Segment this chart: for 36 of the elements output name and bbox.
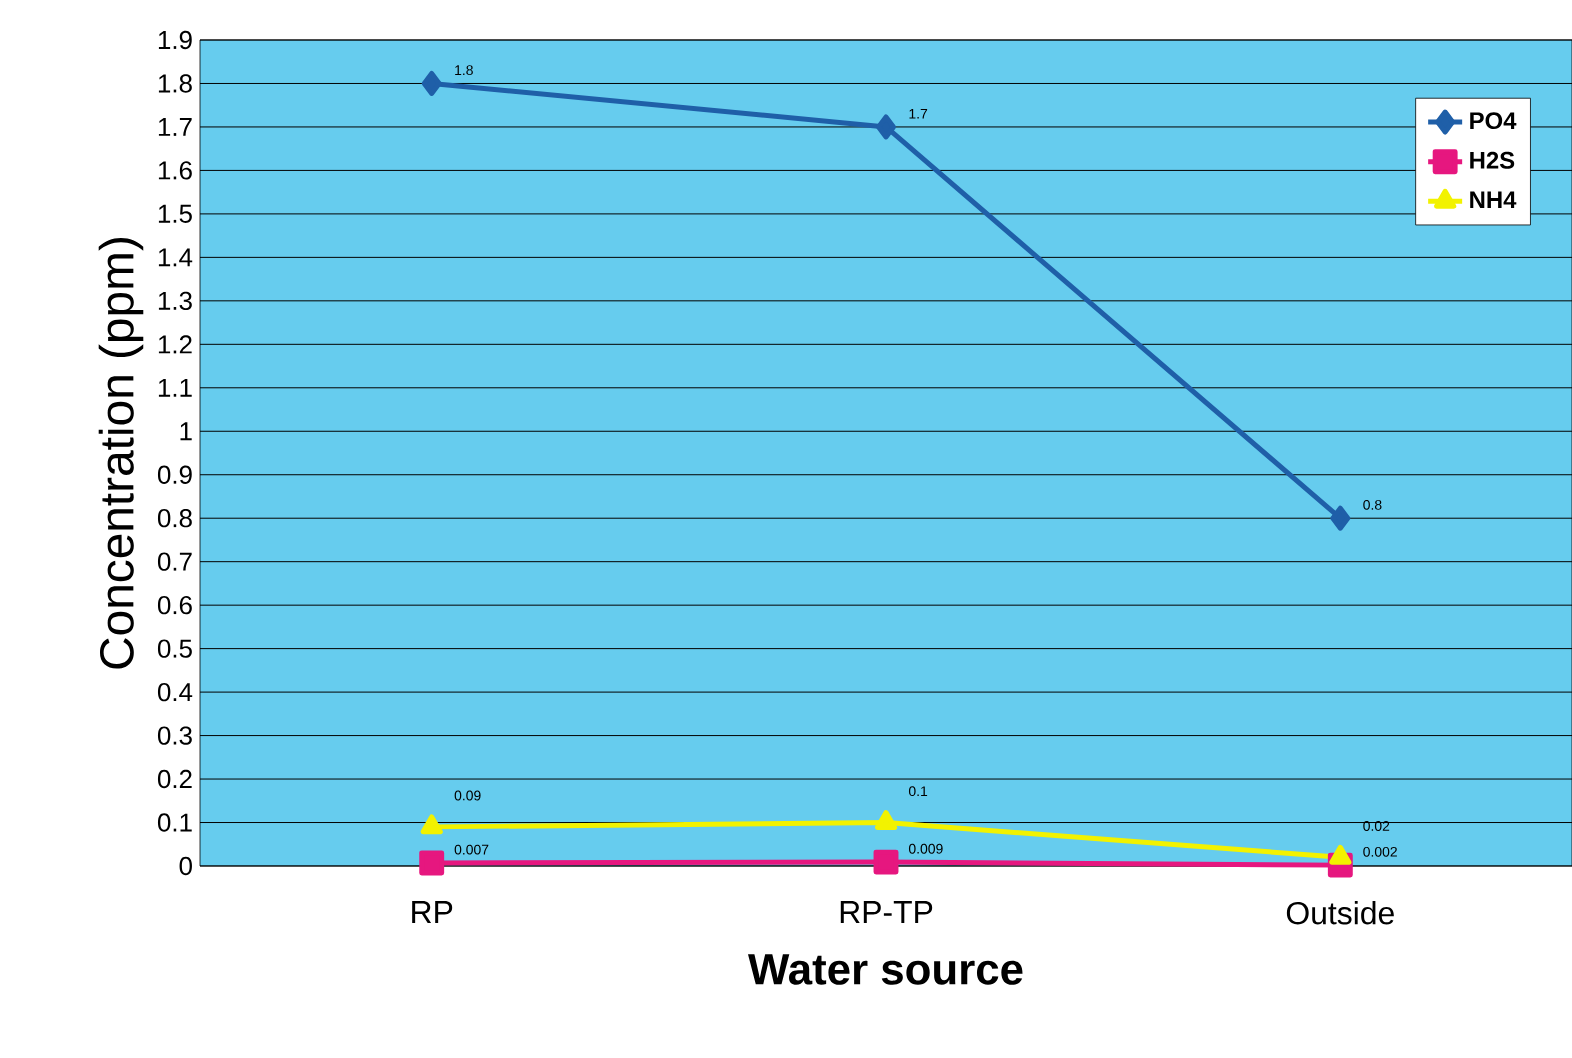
point (876, 114, 896, 140)
legend-label: NH4 (1470, 191, 1517, 208)
legend-label: PO4 (1470, 112, 1517, 130)
x-tick-label: RP (412, 901, 453, 923)
y-tick-label: 1.3 (158, 291, 192, 310)
point (420, 814, 443, 835)
y-tick-label: 0.1 (157, 813, 192, 832)
y-tick-label: 1.6 (158, 161, 192, 180)
point (1330, 505, 1351, 531)
legend-label: H2S (1470, 151, 1515, 169)
y-tick-label: 1.4 (158, 248, 193, 267)
y-tick-label: 0.8 (157, 509, 192, 528)
y-tick-label: 1.8 (158, 74, 192, 93)
point (419, 850, 445, 876)
x-tick-label: Outside (1286, 901, 1394, 925)
x-axis-title: Water source (747, 954, 1023, 985)
point (873, 849, 899, 875)
y-tick-label: 1.1 (158, 378, 192, 397)
y-tick-label: 1.5 (158, 204, 192, 223)
point (874, 810, 898, 830)
y-tick-label: 0.5 (157, 639, 192, 658)
y-tick-label: 0 (179, 856, 192, 876)
y-tick-label: 1 (180, 422, 192, 441)
y-tick-label: 0.9 (157, 465, 192, 484)
y-tick-label: 0.4 (157, 682, 193, 702)
y-tick-label: 0.7 (157, 552, 192, 571)
y-tick-label: 0.3 (157, 726, 192, 745)
y-tick-label: 1.7 (158, 118, 192, 136)
y-axis-title: Concentration (ppm) (98, 238, 144, 669)
y-tick-label: 0.2 (157, 769, 192, 789)
y-tick-label: 0.6 (157, 595, 192, 615)
y-tick-label: 1.9 (158, 30, 192, 50)
point (1329, 844, 1352, 865)
y-tick-label: 1.2 (158, 335, 192, 354)
x-tick-label: RP-TP (840, 901, 933, 923)
point (421, 71, 442, 96)
